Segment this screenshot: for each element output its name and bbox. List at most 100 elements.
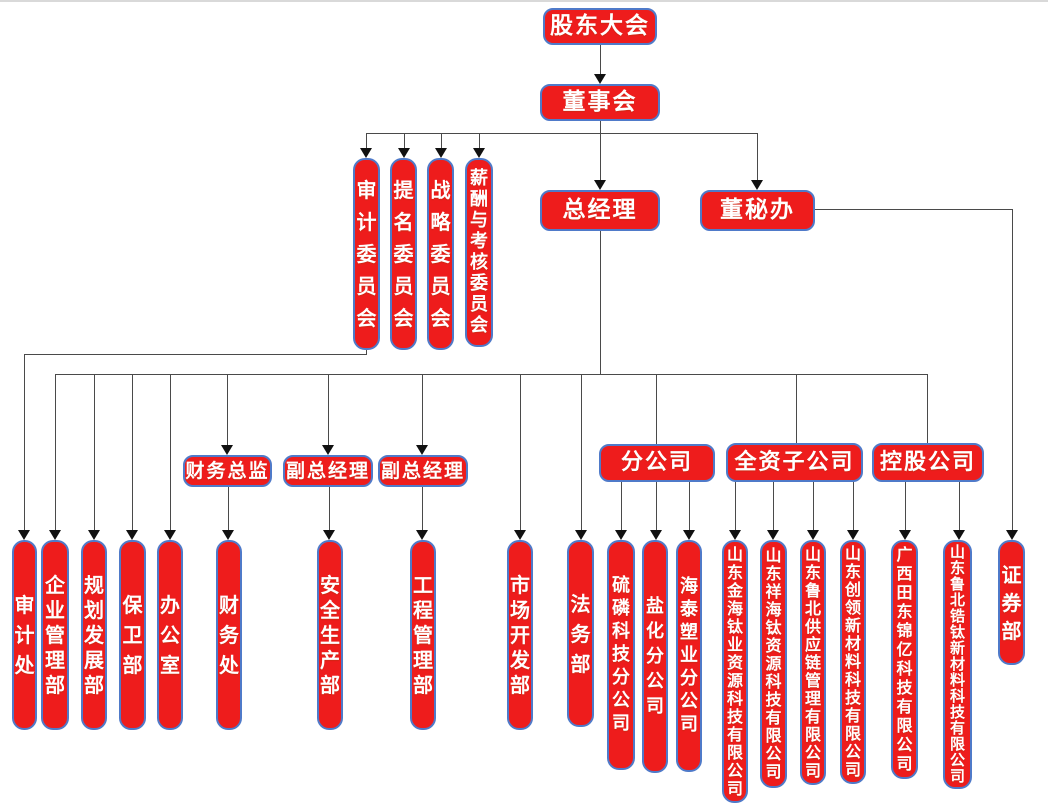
arrowhead-down-icon bbox=[126, 530, 138, 540]
node-securities-dept: 证券部 bbox=[998, 540, 1025, 665]
arrowhead-down-icon bbox=[322, 445, 334, 455]
connector-line bbox=[815, 209, 1012, 210]
node-haitai-plastics-branch: 海泰塑业分公司 bbox=[676, 540, 702, 772]
arrowhead-down-icon bbox=[435, 148, 447, 158]
connector-line bbox=[55, 374, 927, 375]
node-nomination-committee: 提名委员会 bbox=[390, 158, 417, 350]
arrowhead-down-icon bbox=[615, 530, 627, 540]
connector-line bbox=[796, 374, 797, 443]
arrowhead-down-icon bbox=[575, 530, 587, 540]
connector-line bbox=[328, 374, 329, 448]
node-chuangling-new-materials: 山东创领新材料科技有限公司 bbox=[840, 540, 866, 784]
connector-line bbox=[689, 482, 690, 533]
arrowhead-down-icon bbox=[164, 530, 176, 540]
node-cfo: 财务总监 bbox=[183, 455, 272, 487]
connector-line bbox=[600, 231, 601, 374]
connector-line bbox=[813, 482, 814, 533]
arrowhead-down-icon bbox=[514, 530, 526, 540]
connector-line bbox=[656, 482, 657, 533]
node-finance-office: 财务处 bbox=[216, 540, 242, 730]
connector-line bbox=[581, 374, 582, 533]
node-board-secretary-office: 董秘办 bbox=[700, 190, 815, 231]
connector-line bbox=[927, 374, 928, 443]
arrowhead-down-icon bbox=[683, 530, 695, 540]
node-sulfur-phosphorus-tech-branch: 硫磷科技分公司 bbox=[607, 540, 635, 770]
arrowhead-down-icon bbox=[473, 148, 485, 158]
arrowhead-down-icon bbox=[360, 148, 372, 158]
node-market-development-dept: 市场开发部 bbox=[507, 540, 533, 730]
node-holding-companies: 控股公司 bbox=[872, 443, 984, 482]
node-safety-production-dept: 安全生产部 bbox=[317, 540, 343, 730]
arrowhead-down-icon bbox=[88, 530, 100, 540]
node-wholly-owned-subsidiaries: 全资子公司 bbox=[726, 443, 863, 482]
node-planning-development-dept: 规划发展部 bbox=[81, 540, 107, 730]
arrowhead-down-icon bbox=[847, 530, 859, 540]
connector-line bbox=[94, 374, 95, 533]
node-legal-affairs-dept: 法务部 bbox=[567, 540, 594, 727]
node-lubei-supply-chain: 山东鲁北供应链管理有限公司 bbox=[800, 540, 826, 785]
connector-line bbox=[959, 482, 960, 533]
connector-line bbox=[170, 374, 171, 533]
arrowhead-down-icon bbox=[807, 530, 819, 540]
arrowhead-down-icon bbox=[594, 74, 606, 84]
node-deputy-gm-1: 副总经理 bbox=[283, 455, 373, 487]
connector-line bbox=[227, 374, 228, 448]
arrowhead-down-icon bbox=[751, 180, 763, 190]
connector-line bbox=[735, 482, 736, 533]
node-lubei-zirconium-titanium: 山东鲁北锆钛新材料科技有限公司 bbox=[943, 540, 972, 789]
arrowhead-down-icon bbox=[953, 530, 965, 540]
connector-line bbox=[366, 350, 367, 355]
arrowhead-down-icon bbox=[1006, 530, 1018, 540]
node-deputy-gm-2: 副总经理 bbox=[378, 455, 468, 487]
connector-line bbox=[600, 45, 601, 77]
connector-line bbox=[132, 374, 133, 533]
connector-line bbox=[441, 133, 442, 150]
arrowhead-down-icon bbox=[18, 530, 30, 540]
node-compensation-assessment-committee: 薪酬与考核委员会 bbox=[465, 158, 493, 347]
connector-line bbox=[422, 374, 423, 448]
node-security-dept: 保卫部 bbox=[119, 540, 146, 730]
connector-line bbox=[329, 487, 330, 533]
node-xianghai-titanium-resources: 山东祥海钛资源科技有限公司 bbox=[760, 540, 787, 788]
connector-line bbox=[905, 482, 906, 533]
node-audit-committee: 审计委员会 bbox=[353, 158, 380, 350]
connector-line bbox=[366, 133, 367, 150]
arrowhead-down-icon bbox=[416, 530, 428, 540]
arrowhead-down-icon bbox=[767, 530, 779, 540]
node-jinhai-titanium-resources: 山东金海钛业资源科技有限公司 bbox=[722, 540, 748, 803]
arrowhead-down-icon bbox=[221, 445, 233, 455]
connector-line bbox=[520, 374, 521, 533]
connector-line bbox=[24, 354, 366, 355]
node-enterprise-management-dept: 企业管理部 bbox=[41, 540, 69, 730]
node-shareholders-meeting: 股东大会 bbox=[543, 8, 657, 45]
connector-line bbox=[422, 487, 423, 533]
arrowhead-down-icon bbox=[323, 530, 335, 540]
arrowhead-down-icon bbox=[729, 530, 741, 540]
arrowhead-down-icon bbox=[416, 445, 428, 455]
connector-line bbox=[55, 374, 56, 533]
node-salt-chemical-branch: 盐化分公司 bbox=[642, 540, 668, 773]
node-general-office: 办公室 bbox=[157, 540, 183, 730]
arrowhead-down-icon bbox=[594, 180, 606, 190]
arrowhead-down-icon bbox=[49, 530, 61, 540]
node-strategy-committee: 战略委员会 bbox=[427, 158, 454, 350]
connector-line bbox=[479, 133, 480, 150]
node-engineering-management-dept: 工程管理部 bbox=[410, 540, 436, 730]
node-branch-companies: 分公司 bbox=[599, 444, 715, 482]
connector-line bbox=[853, 482, 854, 533]
node-audit-office: 审计处 bbox=[12, 540, 37, 730]
connector-line bbox=[600, 121, 601, 183]
connector-line bbox=[773, 482, 774, 533]
connector-line bbox=[621, 482, 622, 533]
connector-line bbox=[366, 133, 757, 134]
connector-line bbox=[228, 487, 229, 533]
connector-line bbox=[757, 133, 758, 183]
arrowhead-down-icon bbox=[398, 148, 410, 158]
connector-line bbox=[1012, 209, 1013, 533]
arrowhead-down-icon bbox=[650, 530, 662, 540]
connector-line bbox=[404, 133, 405, 150]
window-top-edge bbox=[0, 0, 1048, 2]
